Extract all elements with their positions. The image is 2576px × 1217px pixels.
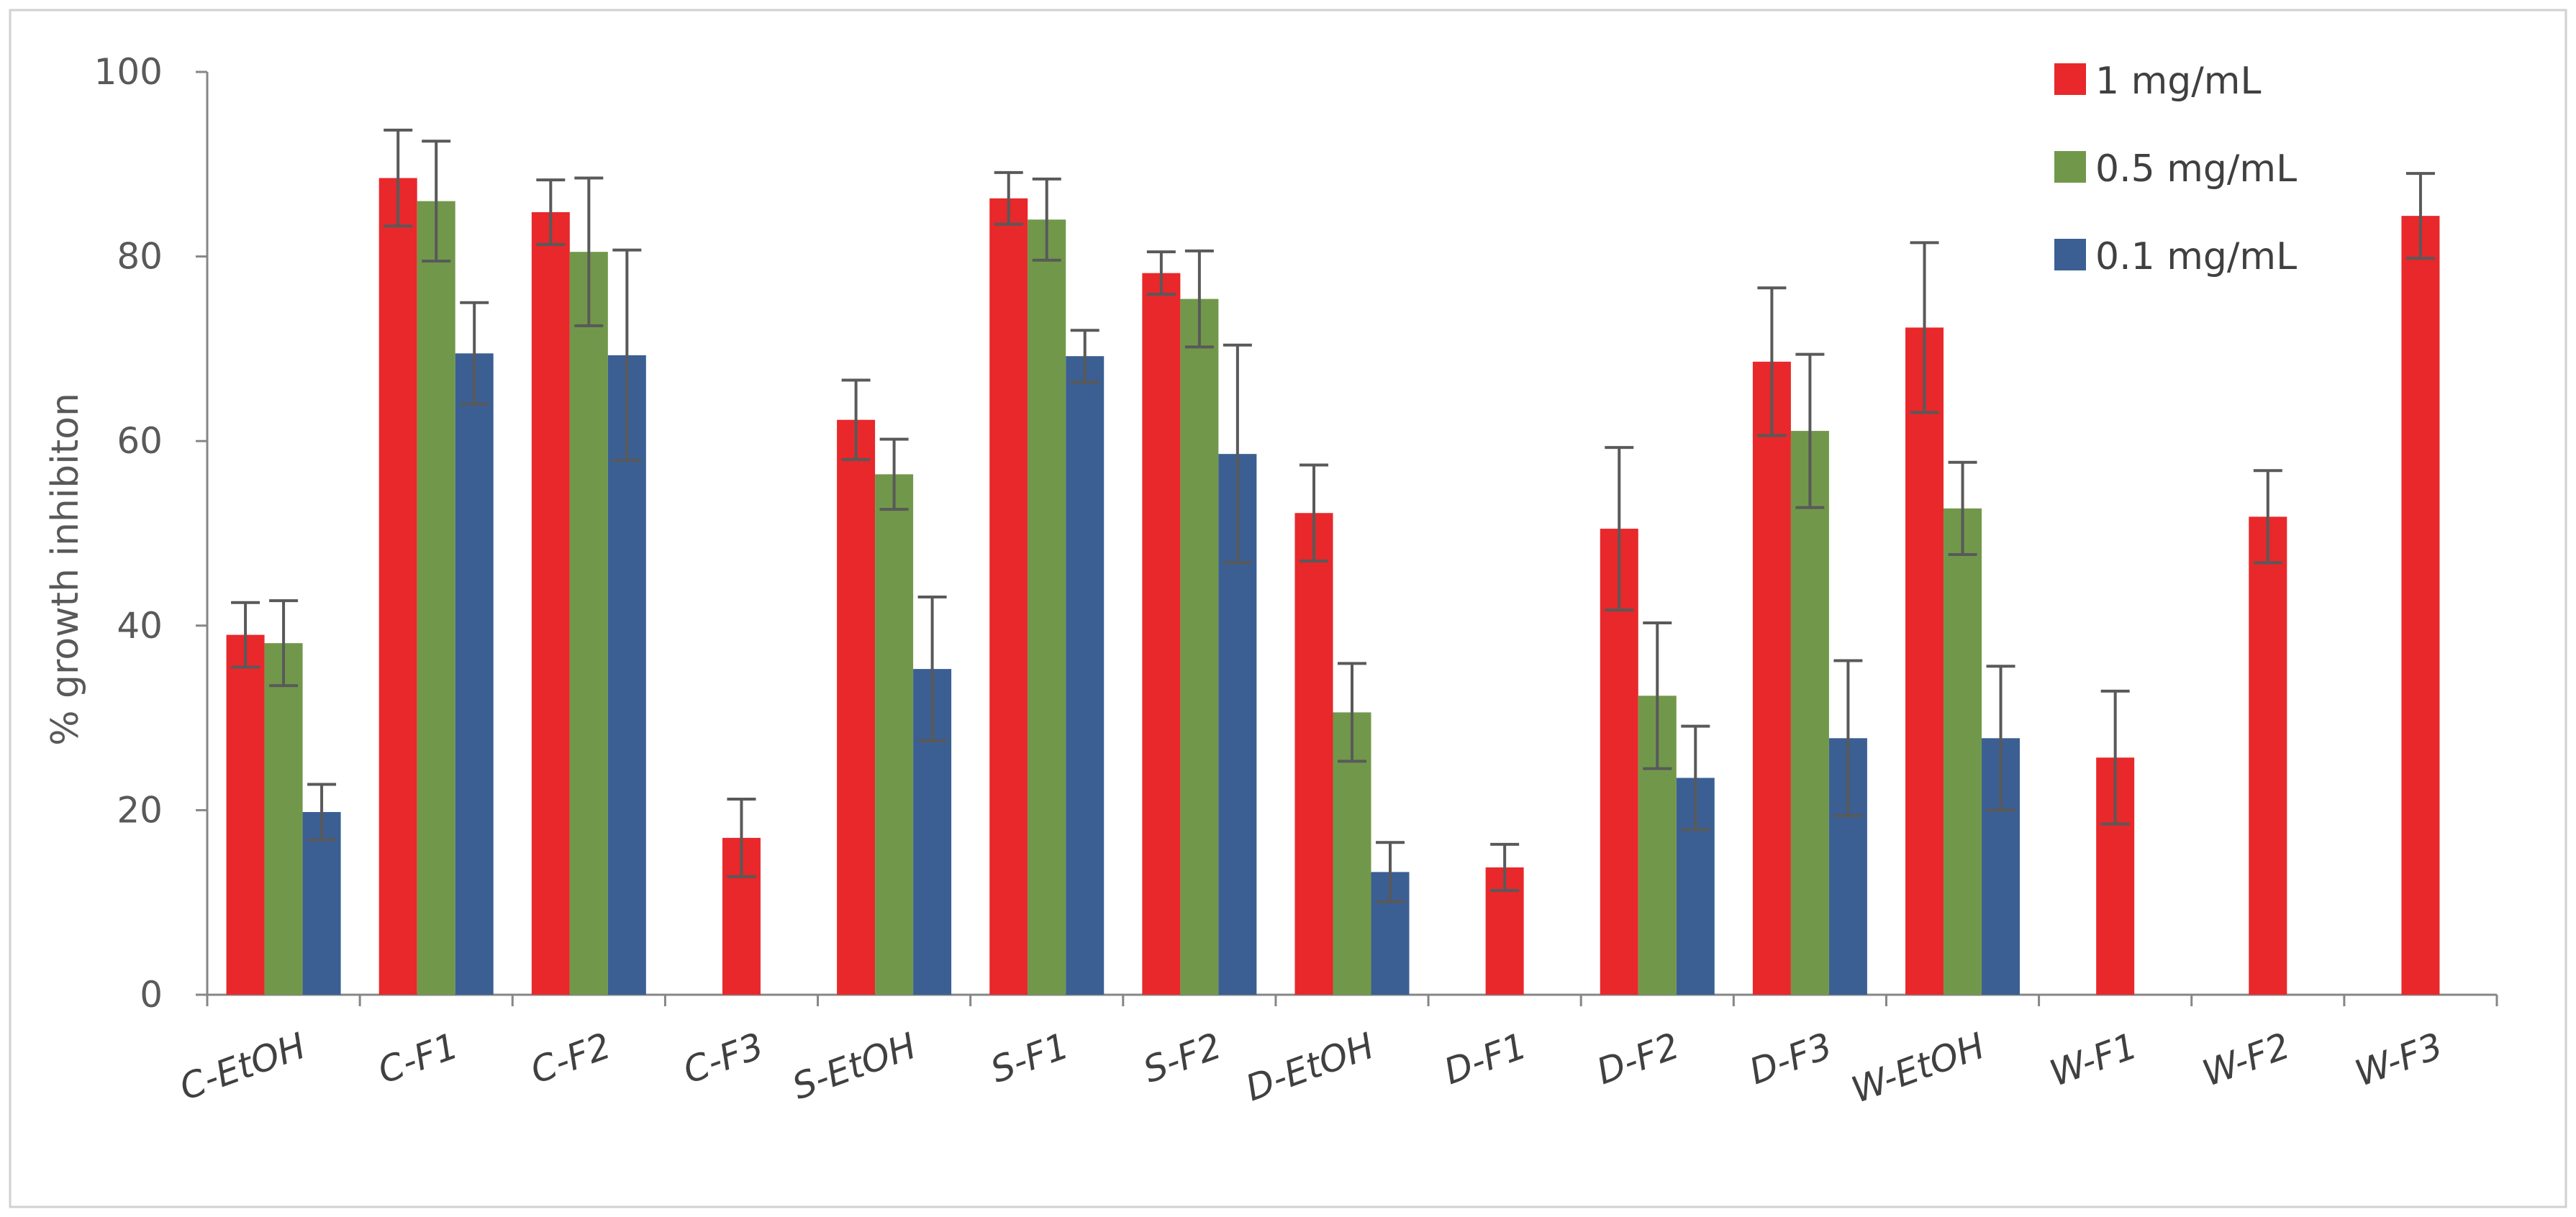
y-axis-label: % growth inhibiton xyxy=(44,393,87,746)
bar xyxy=(989,198,1028,995)
x-tick-label: S-F1 xyxy=(985,1025,1074,1091)
bar xyxy=(1790,431,1829,995)
bar xyxy=(417,201,455,995)
legend-label: 0.5 mg/mL xyxy=(2095,147,2297,191)
y-tick-label: 0 xyxy=(140,974,163,1016)
chart-border xyxy=(9,9,2567,1208)
x-tick-label: W-EtOH xyxy=(1846,1025,1990,1111)
legend-swatch xyxy=(2054,151,2086,183)
y-tick-label: 100 xyxy=(94,51,163,93)
x-tick-label: D-F2 xyxy=(1591,1025,1684,1093)
bar xyxy=(569,252,608,995)
x-tick-label: C-F2 xyxy=(525,1025,617,1092)
bar xyxy=(455,353,494,995)
bar xyxy=(378,178,417,995)
x-tick-label: C-F1 xyxy=(373,1025,464,1092)
x-tick-label: S-F2 xyxy=(1138,1025,1227,1091)
x-tick-label: S-EtOH xyxy=(787,1025,922,1108)
bar xyxy=(837,419,876,995)
bar xyxy=(875,474,914,995)
x-tick-label: D-EtOH xyxy=(1241,1025,1379,1110)
x-tick-label: W-F3 xyxy=(2350,1025,2449,1095)
y-tick-label: 40 xyxy=(117,605,163,647)
y-tick-label: 60 xyxy=(117,420,163,462)
bar xyxy=(531,212,570,995)
bar xyxy=(1944,508,1982,995)
x-tick-label: C-F3 xyxy=(678,1025,769,1092)
x-tick-label: W-F2 xyxy=(2197,1025,2295,1095)
legend-swatch xyxy=(2054,239,2086,270)
legend-label: 1 mg/mL xyxy=(2095,60,2261,103)
bar xyxy=(302,811,341,995)
x-tick-label: W-F1 xyxy=(2044,1025,2143,1095)
bar xyxy=(226,634,265,995)
bar xyxy=(1294,513,1333,995)
x-tick-label: D-F1 xyxy=(1438,1025,1532,1093)
legend-label: 0.1 mg/mL xyxy=(2095,235,2297,278)
legend: 1 mg/mL 0.5 mg/mL 0.1 mg/mL xyxy=(2054,60,2297,278)
bar xyxy=(1142,273,1181,995)
bar xyxy=(1905,327,1944,995)
bar xyxy=(1752,361,1791,995)
bar xyxy=(2249,516,2287,995)
bar xyxy=(1066,356,1105,995)
x-tick-label: D-F3 xyxy=(1744,1025,1838,1093)
bar xyxy=(264,643,303,995)
y-tick-label: 80 xyxy=(117,236,163,278)
bars xyxy=(226,178,2440,995)
y-tick-label: 20 xyxy=(117,789,163,831)
bar xyxy=(1028,219,1066,995)
x-tick-label: C-EtOH xyxy=(174,1025,311,1108)
legend-swatch xyxy=(2054,63,2086,95)
error-bars xyxy=(231,128,2435,903)
bar xyxy=(1180,298,1219,995)
bar xyxy=(2401,216,2440,995)
